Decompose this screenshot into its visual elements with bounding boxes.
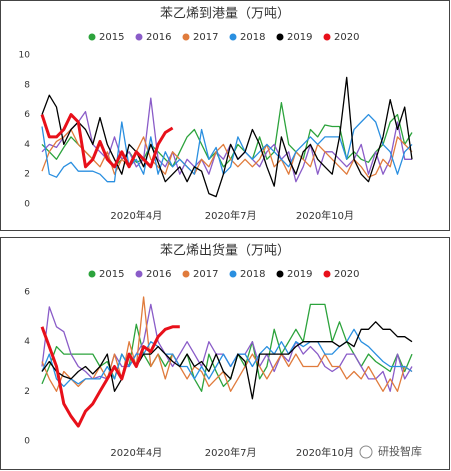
series-line — [41, 328, 413, 388]
series-line — [40, 113, 174, 169]
series-line — [40, 325, 180, 428]
legend-label: 2015 — [99, 32, 124, 43]
legend-label: 2019 — [287, 269, 312, 280]
x-tick-label: 2020年10月 — [296, 446, 354, 459]
legend-label: 2019 — [287, 32, 312, 43]
legend-marker — [135, 270, 143, 278]
y-tick-label: 6 — [24, 110, 30, 120]
series-line — [41, 321, 413, 400]
panel-frame — [0, 237, 450, 470]
legend-marker — [323, 270, 331, 278]
legend-label: 2018 — [240, 269, 265, 280]
series-line — [41, 76, 413, 198]
y-tick-label: 4 — [24, 140, 30, 150]
y-tick-label: 0 — [24, 437, 30, 447]
chart-panel: 苯乙烯到港量（万吨） 0 2 4 6 8 10 2020年4月 2020年7月 2020年10月 2… — [19, 7, 413, 222]
chart-title: 苯乙烯出货量（万吨） — [160, 243, 290, 259]
y-tick-label: 2 — [24, 387, 30, 397]
legend-label: 2020 — [334, 269, 359, 280]
watermark-icon — [359, 445, 373, 459]
y-tick-label: 10 — [19, 51, 31, 61]
legend-marker — [182, 270, 190, 278]
series-line — [41, 113, 413, 183]
x-tick-label: 2020年4月 — [110, 446, 162, 459]
watermark: 研投智库 — [378, 444, 422, 458]
series-line — [41, 97, 412, 183]
x-tick-label: 2020年4月 — [110, 209, 162, 222]
legend-marker — [229, 270, 237, 278]
panel-frame — [0, 0, 450, 231]
legend-marker — [229, 33, 237, 41]
legend-marker — [276, 270, 284, 278]
legend-label: 2016 — [146, 269, 171, 280]
legend-label: 2017 — [193, 32, 218, 43]
x-tick-label: 2020年10月 — [296, 209, 354, 222]
series-line — [41, 128, 413, 178]
legend-marker — [276, 33, 284, 41]
legend-label: 2017 — [193, 269, 218, 280]
y-tick-label: 2 — [24, 170, 30, 180]
y-tick-label: 6 — [24, 288, 30, 298]
chart-title: 苯乙烯到港量（万吨） — [160, 7, 290, 22]
legend-marker — [323, 33, 331, 41]
legend-marker — [182, 33, 190, 41]
legend-label: 2020 — [334, 32, 359, 43]
legend-marker — [135, 33, 143, 41]
legend-label: 2016 — [146, 32, 171, 43]
y-tick-label: 4 — [24, 337, 30, 347]
x-tick-label: 2020年7月 — [205, 446, 257, 459]
chart-panel: 苯乙烯出货量（万吨） 0 2 4 6 2020年4月 2020年7月 2020年10月 2015… — [24, 243, 413, 459]
y-tick-label: 0 — [24, 200, 30, 210]
legend-marker — [88, 270, 96, 278]
x-tick-label: 2020年7月 — [205, 209, 257, 222]
y-tick-label: 8 — [24, 80, 30, 90]
legend-label: 2015 — [99, 269, 124, 280]
legend-label: 2018 — [240, 32, 265, 43]
legend-marker — [88, 33, 96, 41]
